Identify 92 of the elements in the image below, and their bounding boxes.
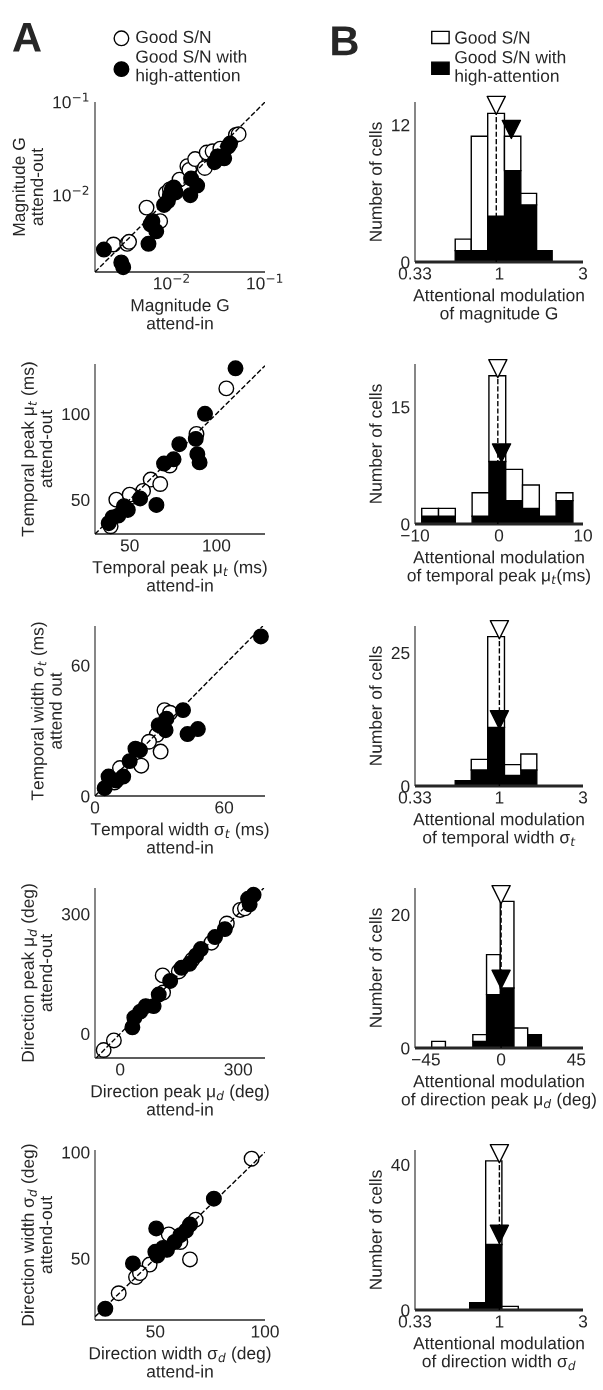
y-tick-label: 100 — [62, 1146, 90, 1159]
y-axis-title: Number of cells — [369, 122, 382, 241]
y-tick-label: 15 — [392, 401, 410, 414]
x-axis-title: Magnitude G attend-in — [131, 298, 229, 330]
point — [110, 1285, 127, 1302]
y-axis-title: Temporal peak μ$_{t}$ (ms) attend-out — [21, 362, 53, 537]
y-tick-label: 10$^{−1}$ — [53, 92, 89, 109]
y-tick-label: 25 — [391, 646, 410, 660]
x-axis-title: Attentional modulation of magnitude G — [413, 288, 584, 323]
point — [148, 1220, 165, 1237]
text: A — [12, 22, 41, 52]
point — [243, 1150, 260, 1167]
y-axis-title: Number of cells — [369, 384, 382, 503]
x-axis-title: Direction peak μ$_{d}$ (deg) attend-in — [91, 1084, 269, 1116]
point — [105, 1032, 122, 1049]
x-tick-label: 0.33 — [398, 267, 432, 280]
point — [197, 405, 213, 422]
y-tick-label: 0 — [401, 1042, 410, 1055]
point — [96, 780, 113, 797]
y-tick-label: 0 — [401, 256, 410, 269]
y-axis-title: Number of cells — [369, 646, 382, 765]
y-axis-title: Number of cells — [369, 1170, 382, 1289]
y-tick-label: 40 — [391, 1158, 410, 1172]
y-tick-label: 50 — [71, 1252, 90, 1265]
y-tick-label: 300 — [61, 908, 90, 921]
legend-label: Good S/N — [455, 30, 530, 44]
point — [152, 743, 169, 760]
x-tick-label: 3 — [578, 1315, 588, 1328]
point — [124, 1255, 141, 1272]
legend-label: Good S/N with high-attention — [455, 50, 566, 86]
x-tick-label: 0 — [496, 1053, 506, 1066]
x-tick-label: 3 — [578, 791, 588, 804]
point — [182, 1216, 198, 1233]
x-tick-label: 1 — [495, 791, 504, 804]
y-axis-title: Direction peak μ$_{d}$ (deg) attend-out — [21, 884, 53, 1062]
point — [162, 973, 179, 989]
point — [175, 702, 191, 719]
y-axis-title: Magnitude G attend-out — [12, 138, 44, 236]
point — [182, 1251, 198, 1268]
point — [152, 476, 169, 493]
x-tick-label: 1 — [495, 267, 504, 280]
y-axis-title: Direction width σ$_{d}$ (deg) attend-out — [21, 1144, 53, 1326]
x-tick-label: −45 — [412, 1053, 440, 1066]
y-tick-label: 0 — [401, 1304, 410, 1317]
y-tick-label: 60 — [71, 659, 90, 672]
x-tick-label: 3 — [578, 267, 588, 280]
y-tick-label: 20 — [391, 908, 410, 922]
point — [205, 1190, 222, 1207]
x-axis-title: Direction width σ$_{d}$ (deg) attend-in — [89, 1346, 271, 1378]
y-tick-label: 12 — [392, 119, 410, 132]
y-axis-title: Temporal width σ$_{t}$ (ms) attend out — [30, 622, 62, 801]
x-tick-label: 10 — [574, 529, 592, 542]
y-axis-title: Number of cells — [369, 908, 382, 1027]
x-axis-title: Attentional modulation of temporal width σ$_{t}$ — [413, 812, 584, 847]
legend-label: Good S/N — [136, 30, 211, 44]
text: B — [332, 26, 358, 56]
point — [252, 628, 269, 645]
x-tick-label: 0 — [494, 529, 504, 542]
text: Temporal width σ$_{t}$ (ms) attend-in — [90, 822, 269, 854]
x-tick-label: 10$^{−2}$ — [154, 273, 189, 290]
x-tick-label: −10 — [401, 529, 430, 542]
y-tick-label: 50 — [71, 493, 90, 507]
x-tick-label: 0.33 — [398, 791, 432, 804]
y-tick-label: 10$^{−2}$ — [53, 185, 89, 202]
x-axis-title: Attentional modulation of direction width σ$_{d}$ — [413, 1336, 584, 1371]
y-tick-label: 100 — [62, 407, 90, 421]
point — [191, 454, 208, 471]
point — [157, 722, 174, 739]
x-axis-title: Attentional modulation of direction peak μ$_{d}$ (deg) — [401, 1074, 596, 1109]
point — [187, 430, 204, 447]
legend-label: Good S/N with high-attention — [136, 49, 247, 85]
point — [165, 451, 182, 468]
point — [189, 721, 206, 738]
point — [148, 497, 165, 513]
point — [121, 753, 138, 770]
y-tick-label: 0 — [401, 518, 410, 531]
point — [192, 941, 209, 958]
x-tick-label: 1 — [495, 1315, 504, 1328]
x-axis-title: Attentional modulation of temporal peak μ$_{t}$(ms) — [407, 550, 590, 585]
y-tick-label: 0 — [401, 780, 410, 793]
point — [218, 380, 235, 397]
point — [132, 490, 149, 507]
point — [227, 360, 244, 377]
y-tick-label: 0 — [81, 1027, 90, 1041]
point — [216, 921, 233, 938]
point — [97, 1300, 114, 1317]
x-tick-label: 0.33 — [398, 1315, 432, 1328]
text: Temporal peak μ$_{t}$ (ms) attend-in — [92, 560, 267, 592]
x-tick-label: 10$^{−1}$ — [247, 273, 283, 290]
point — [150, 986, 167, 1003]
x-tick-label: 45 — [567, 1053, 586, 1066]
point — [171, 436, 188, 453]
